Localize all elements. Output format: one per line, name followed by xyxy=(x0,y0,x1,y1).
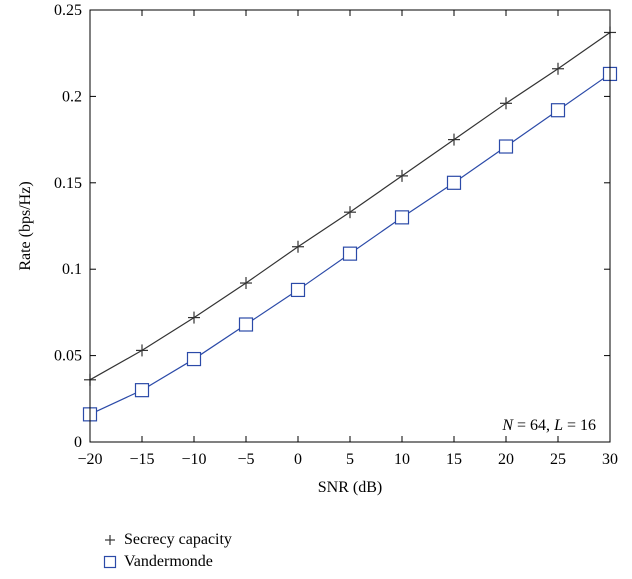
data-point-plus xyxy=(552,62,564,75)
chart: −20 −15 −10 −5 0 5 10 15 20 25 30 0 0.05 0.1 0.15 0.2 0.… xyxy=(17,2,618,496)
series-line-0 xyxy=(89,31,611,381)
legend: Secrecy capacity Vandermonde xyxy=(100,529,232,573)
data-point-plus xyxy=(240,277,252,290)
x-tick-label: −5 xyxy=(237,451,254,468)
series-line-1 xyxy=(89,73,611,415)
x-axis-label: SNR (dB) xyxy=(318,479,382,496)
series-layer xyxy=(82,26,618,422)
legend-label-secrecy-capacity: Secrecy capacity xyxy=(124,531,232,548)
y-axis-label: Rate (bps/Hz) xyxy=(17,181,34,270)
y-tick-label: 0.25 xyxy=(54,2,82,19)
data-point-plus xyxy=(448,133,460,146)
axis-layer: −20 −15 −10 −5 0 5 10 15 20 25 30 0 0.05 0.1 0.15 0.2 0.… xyxy=(54,2,618,468)
data-point-plus xyxy=(500,97,512,110)
x-tick-label: 10 xyxy=(394,451,410,468)
legend-label-vandermonde: Vandermonde xyxy=(124,553,213,570)
x-tick-label: −15 xyxy=(129,451,154,468)
x-tick-label: 5 xyxy=(346,451,354,468)
y-tick-label: 0.05 xyxy=(54,348,82,365)
data-point-square xyxy=(446,175,462,190)
data-point-square xyxy=(342,246,358,261)
y-tick-label: 0.1 xyxy=(62,261,82,278)
plot-frame xyxy=(89,9,611,443)
x-tick-label: 20 xyxy=(498,451,514,468)
data-point-square xyxy=(186,351,202,367)
data-point-plus xyxy=(344,206,356,219)
data-point-plus xyxy=(396,169,408,182)
square-marker-icon xyxy=(103,555,117,569)
y-tick-label: 0.2 xyxy=(62,88,82,105)
data-point-plus xyxy=(292,240,304,253)
chart-annotation: N = 64, L = 16 xyxy=(501,417,596,434)
data-point-square xyxy=(134,383,150,398)
y-tick-label: 0 xyxy=(74,434,82,451)
legend-item-vandermonde: Vandermonde xyxy=(100,551,232,573)
x-tick-label: 0 xyxy=(294,451,302,468)
x-tick-label: −20 xyxy=(77,451,102,468)
x-tick-label: 15 xyxy=(446,451,462,468)
x-tick-label: 25 xyxy=(550,451,566,468)
data-point-square xyxy=(238,317,254,332)
data-point-square xyxy=(550,103,566,118)
data-point-plus xyxy=(188,311,200,324)
x-tick-label: −10 xyxy=(181,451,206,468)
plus-marker-icon xyxy=(105,535,115,545)
data-point-square xyxy=(290,282,306,298)
legend-item-secrecy-capacity: Secrecy capacity xyxy=(100,529,232,551)
data-point-square xyxy=(394,210,410,225)
data-point-plus xyxy=(136,344,148,357)
data-point-square xyxy=(498,139,514,154)
x-tick-label: 30 xyxy=(602,451,618,468)
y-tick-label: 0.15 xyxy=(54,175,82,192)
